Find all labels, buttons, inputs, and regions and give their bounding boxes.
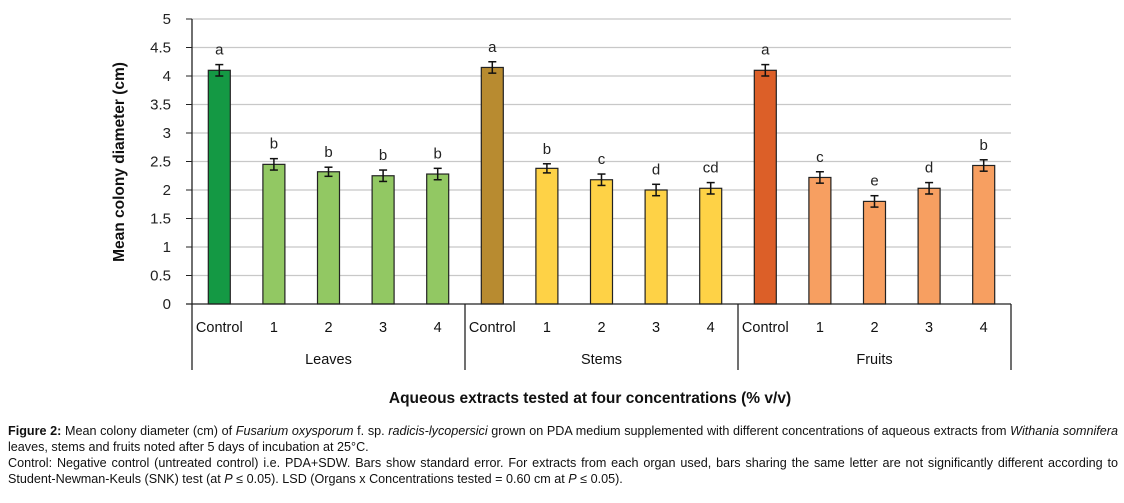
figure-caption: Figure 2: Mean colony diameter (cm) of F… [8, 423, 1118, 487]
significance-letter: a [488, 39, 497, 56]
x-tick-label: 4 [434, 320, 442, 336]
y-tick-label: 1.5 [150, 211, 171, 228]
significance-letter: d [925, 160, 933, 177]
caption-species: Fusarium oxysporum [235, 424, 354, 438]
x-tick-label: 3 [925, 320, 933, 336]
y-tick-label: 0 [163, 296, 171, 313]
caption-plant: Withania somnifera [1010, 424, 1119, 438]
x-tick-label: 3 [652, 320, 660, 336]
bar [808, 176, 832, 305]
x-tick-label: Control [742, 320, 789, 336]
y-tick-label: 2.5 [150, 154, 171, 171]
caption-text: ≤ 0.05). [576, 472, 623, 486]
x-tick-label: 4 [980, 320, 988, 336]
bar [862, 200, 887, 305]
caption-text: f. sp. [353, 424, 389, 438]
bar [972, 164, 996, 305]
significance-letter: c [598, 151, 606, 168]
caption-p: P [568, 472, 577, 486]
y-tick-label: 0.5 [150, 268, 171, 285]
bar [589, 179, 614, 305]
group-label: Leaves [305, 352, 352, 368]
bar-chart: 0 0.5 1 1.5 2 2.5 3 3.5 4 4.5 5 a Control b 1 b 2 b 3 b 4 Lea… [111, 11, 1012, 407]
significance-letter: b [324, 144, 332, 161]
x-axis-title: Aqueous extracts tested at four concentr… [389, 390, 791, 407]
bar [262, 163, 286, 305]
y-tick-label: 4.5 [150, 40, 171, 57]
x-tick-label: 1 [543, 320, 551, 336]
bar [371, 175, 395, 305]
significance-letter: e [870, 173, 878, 190]
y-tick-label: 2 [163, 182, 171, 199]
x-tick-label: 2 [870, 320, 878, 336]
significance-letter: b [379, 147, 387, 164]
significance-letter: a [215, 42, 224, 59]
x-tick-label: Control [469, 320, 516, 336]
caption-forma: radicis-lycopersici [388, 424, 488, 438]
bar [316, 171, 341, 305]
bar [917, 187, 941, 305]
y-axis-title: Mean colony diameter (cm) [111, 62, 128, 262]
bar [644, 189, 668, 305]
caption-label: Figure 2: [8, 424, 62, 438]
caption-text: ≤ 0.05). LSD (Organs x Concentrations te… [232, 472, 569, 486]
y-tick-label: 4 [163, 68, 171, 85]
y-tick-label: 1 [163, 239, 171, 256]
x-tick-label: 3 [379, 320, 387, 336]
bar [207, 69, 231, 305]
x-tick-label: 4 [707, 320, 715, 336]
group-label: Fruits [856, 352, 892, 368]
y-tick-label: 3.5 [150, 97, 171, 114]
bar [753, 69, 777, 305]
significance-letter: a [761, 42, 770, 59]
significance-letter: b [270, 136, 278, 153]
bar [699, 187, 723, 305]
x-tick-label: Control [196, 320, 243, 336]
bar [535, 167, 559, 305]
caption-text: Control: Negative control (untreated con… [8, 456, 1118, 486]
caption-p: P [224, 472, 233, 486]
y-tick-label: 3 [163, 125, 171, 142]
y-tick-label: 5 [163, 11, 171, 28]
bar [426, 173, 450, 305]
x-tick-label: 2 [597, 320, 605, 336]
significance-letter: c [816, 149, 824, 166]
significance-letter: b [434, 145, 442, 162]
x-tick-label: 2 [324, 320, 332, 336]
caption-text: leaves, stems and fruits noted after 5 d… [8, 440, 369, 454]
significance-letter: b [980, 137, 988, 154]
significance-letter: cd [703, 160, 719, 177]
significance-letter: b [543, 141, 551, 158]
significance-letter: d [652, 161, 660, 178]
caption-text: Mean colony diameter (cm) of [61, 424, 236, 438]
group-label: Stems [581, 352, 622, 368]
bar [480, 66, 504, 305]
x-tick-label: 1 [270, 320, 278, 336]
caption-text: grown on PDA medium supplemented with di… [487, 424, 1011, 438]
x-tick-label: 1 [816, 320, 824, 336]
